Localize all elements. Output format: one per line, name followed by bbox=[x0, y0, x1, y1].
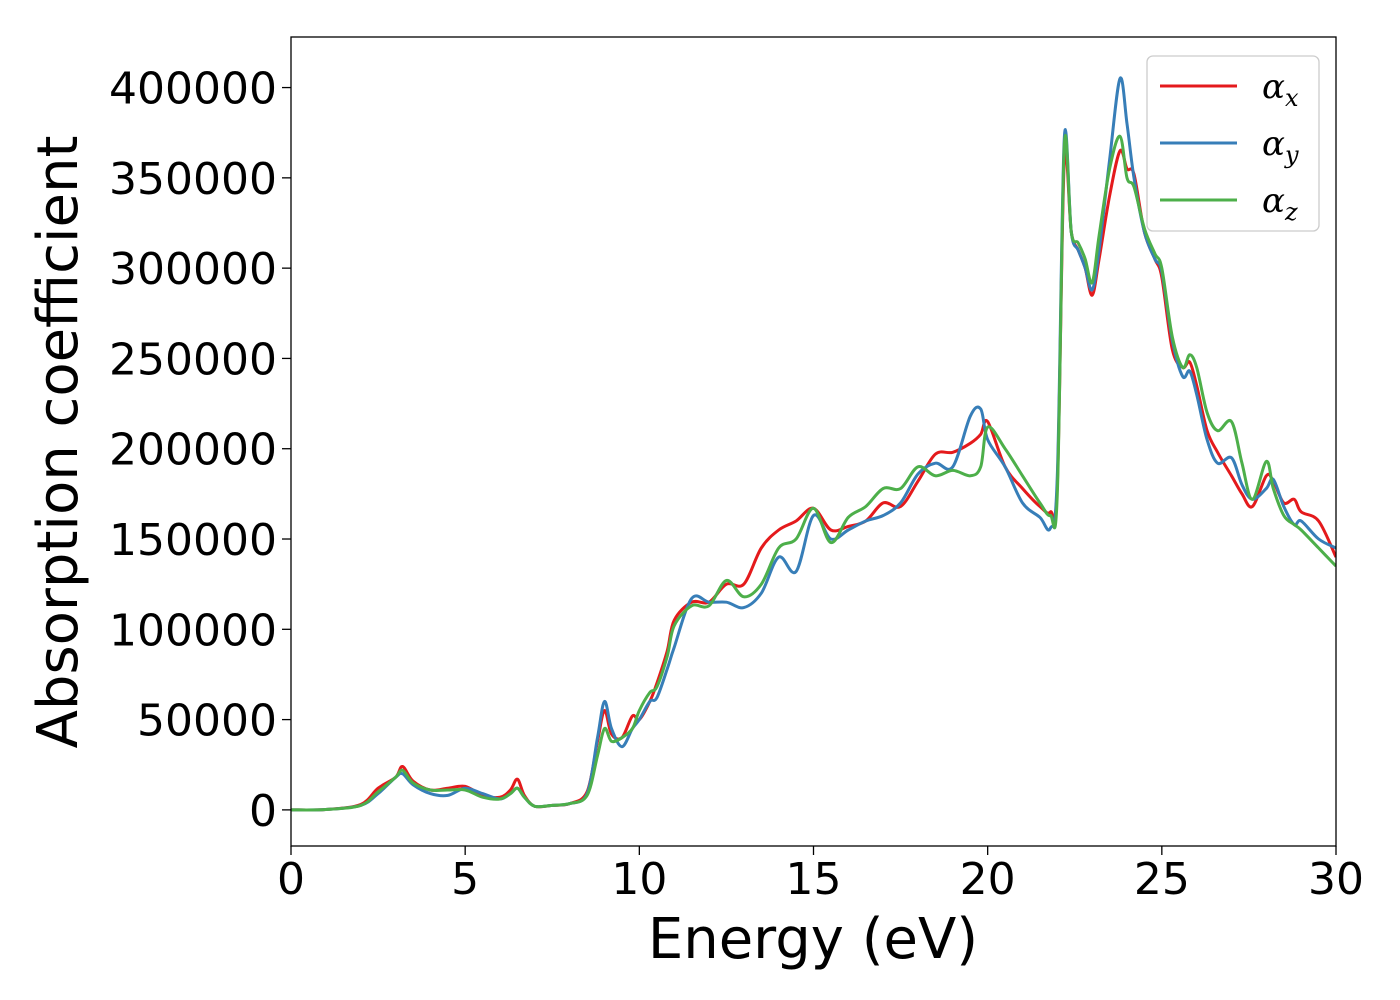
y-tick-label: 150000 bbox=[109, 515, 277, 566]
y-tick-label: 0 bbox=[249, 786, 277, 837]
y-axis-label: Absorption coefficient bbox=[26, 136, 91, 749]
y-tick-label: 200000 bbox=[109, 425, 277, 476]
legend-entry-alpha-z: αz bbox=[1262, 181, 1298, 226]
y-tick-label: 300000 bbox=[109, 244, 277, 295]
legend-entry-alpha-y: αy bbox=[1262, 124, 1299, 169]
legend: αx αy αz bbox=[1146, 55, 1320, 232]
x-axis-label: Energy (eV) bbox=[648, 907, 978, 972]
series-line-alpha-x bbox=[291, 148, 1336, 812]
y-tick-label: 250000 bbox=[109, 334, 277, 385]
x-tick-label: 25 bbox=[1134, 854, 1190, 905]
x-tick-label: 0 bbox=[277, 854, 305, 905]
x-axis-ticks: 0 5 10 15 20 25 30 bbox=[277, 846, 1364, 905]
x-tick-label: 20 bbox=[960, 854, 1016, 905]
y-tick-label: 350000 bbox=[109, 154, 277, 205]
series-line-alpha-z bbox=[291, 134, 1336, 812]
legend-entry-alpha-x: αx bbox=[1262, 67, 1299, 112]
x-tick-label: 15 bbox=[786, 854, 842, 905]
x-tick-label: 5 bbox=[451, 854, 479, 905]
y-axis-ticks: 0 50000 100000 150000 200000 250000 300000 3500… bbox=[109, 64, 291, 837]
y-tick-label: 100000 bbox=[109, 605, 277, 656]
x-tick-label: 30 bbox=[1308, 854, 1364, 905]
series-lines bbox=[291, 76, 1336, 812]
x-tick-label: 10 bbox=[611, 854, 667, 905]
y-tick-label: 50000 bbox=[137, 696, 277, 747]
y-tick-label: 400000 bbox=[109, 64, 277, 115]
